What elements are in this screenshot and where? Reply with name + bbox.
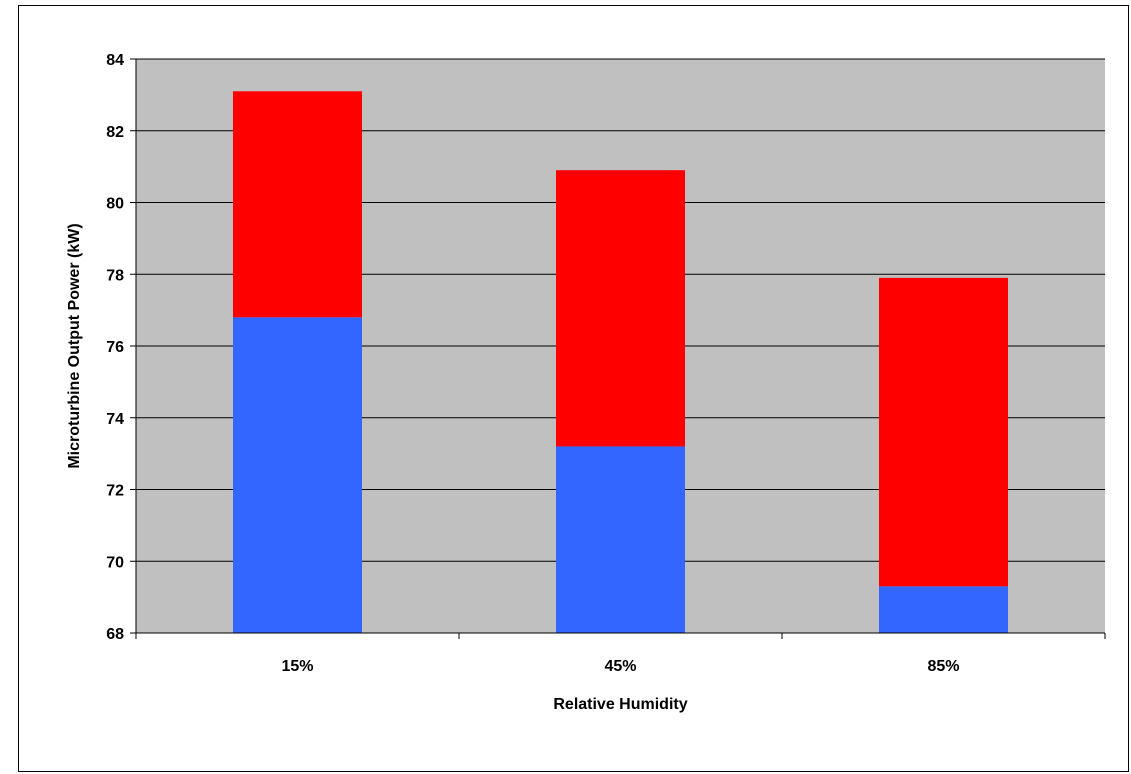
y-tick-label-74: 74	[106, 411, 124, 428]
y-axis-title: Microturbine Output Power (kW)	[66, 223, 83, 468]
x-tick-labels: 15% 45% 85%	[281, 658, 959, 675]
y-tick-label-80: 80	[106, 196, 124, 213]
bar-segment-2-45%	[556, 170, 685, 447]
y-tick-label-70: 70	[106, 554, 124, 571]
bar-segment-2-85%	[879, 277, 1008, 587]
x-tick-label-1: 15%	[281, 658, 313, 675]
y-tick-label-68: 68	[106, 626, 124, 643]
x-axis-title: Relative Humidity	[553, 696, 687, 713]
y-tick-label-82: 82	[106, 124, 124, 141]
x-tick-label-2: 45%	[604, 658, 636, 675]
x-tick-label-3: 85%	[927, 658, 959, 675]
y-tick-label-84: 84	[106, 52, 124, 69]
axes	[130, 58, 1106, 639]
bar-segment-2-15%	[233, 91, 362, 318]
bar-segment-1-15%	[233, 317, 362, 633]
bar-segment-1-45%	[556, 446, 685, 633]
bar-segment-1-85%	[879, 586, 1008, 633]
y-tick-labels: 68 70 72 74 76 78 80 82 84	[106, 52, 124, 643]
bars	[233, 91, 1008, 633]
y-tick-label-76: 76	[106, 339, 124, 356]
y-tick-label-72: 72	[106, 483, 124, 500]
y-tick-label-78: 78	[106, 267, 124, 284]
chart-frame: 68 70 72 74 76 78 80 82 84 15% 45% 85% Relative Hu…	[18, 5, 1129, 772]
stacked-bar-chart: 68 70 72 74 76 78 80 82 84 15% 45% 85% Relative Hu…	[66, 52, 1106, 713]
